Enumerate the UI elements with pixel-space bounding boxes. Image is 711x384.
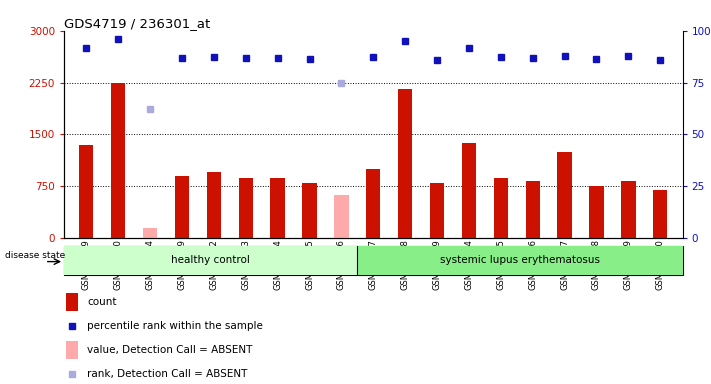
Bar	[357, 246, 683, 275]
Bar	[589, 186, 604, 238]
Bar	[334, 195, 348, 238]
Bar	[557, 152, 572, 238]
Bar	[207, 172, 221, 238]
Bar	[239, 178, 253, 238]
Text: percentile rank within the sample: percentile rank within the sample	[87, 321, 263, 331]
Bar	[66, 341, 78, 359]
Text: healthy control: healthy control	[171, 255, 250, 265]
Bar	[461, 143, 476, 238]
Bar	[525, 181, 540, 238]
Bar	[302, 183, 316, 238]
Bar	[66, 293, 78, 311]
Bar	[653, 190, 668, 238]
Bar	[493, 178, 508, 238]
Bar	[175, 176, 189, 238]
Text: count: count	[87, 297, 117, 307]
Bar	[621, 181, 636, 238]
Bar	[64, 246, 357, 275]
Bar	[143, 228, 157, 238]
Text: disease state: disease state	[5, 252, 65, 260]
Text: systemic lupus erythematosus: systemic lupus erythematosus	[440, 255, 600, 265]
Bar	[398, 89, 412, 238]
Bar	[430, 183, 444, 238]
Text: GDS4719 / 236301_at: GDS4719 / 236301_at	[64, 17, 210, 30]
Bar	[79, 145, 93, 238]
Bar	[366, 169, 380, 238]
Text: value, Detection Call = ABSENT: value, Detection Call = ABSENT	[87, 345, 253, 355]
Text: rank, Detection Call = ABSENT: rank, Detection Call = ABSENT	[87, 369, 248, 379]
Bar	[270, 178, 285, 238]
Bar	[111, 83, 125, 238]
